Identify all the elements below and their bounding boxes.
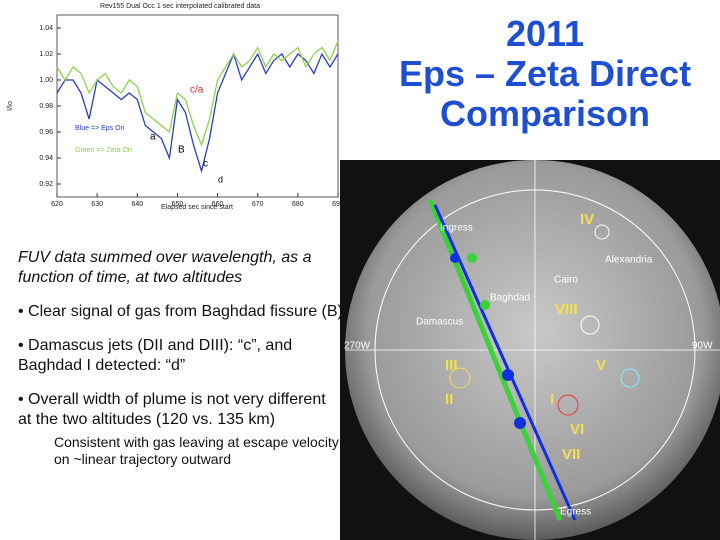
- map-label: 270W: [344, 341, 371, 352]
- map-label: 90W: [692, 341, 713, 352]
- note: Consistent with gas leaving at escape ve…: [54, 434, 339, 467]
- map-roman: VIII: [555, 301, 578, 318]
- map-label: Egress: [560, 507, 591, 518]
- map-label: Ingress: [440, 223, 473, 234]
- annotation: d: [218, 174, 223, 184]
- x-tick-label: 630: [91, 201, 103, 208]
- vent-marker: [594, 224, 610, 240]
- x-tick-label: 650: [172, 201, 184, 208]
- track-point: [514, 417, 526, 429]
- title-line: 2011: [505, 13, 585, 54]
- annotation: c/a: [190, 85, 204, 96]
- map-label: Alexandria: [605, 255, 653, 266]
- bullet: • Overall width of plume is not very dif…: [18, 391, 326, 428]
- enceladus-map: Ingress Egress Alexandria Cairo Baghdad …: [340, 160, 720, 540]
- map-label: Baghdad: [490, 293, 530, 304]
- bullet: • Clear signal of gas from Baghdad fissu…: [18, 303, 343, 320]
- y-tick-label: 0.92: [39, 181, 53, 188]
- map-roman: II: [445, 391, 453, 408]
- slide-title: 2011 Eps – Zeta Direct Comparison: [370, 14, 720, 134]
- legend-entry: Green => Zeta Ori: [75, 147, 132, 154]
- chart-title: Rev155 Dual Occ 1 sec interpolated calib…: [100, 3, 260, 10]
- title-line: Comparison: [439, 93, 651, 134]
- x-axis-label: Elapsed sec since start: [161, 204, 233, 211]
- zeta-track: [427, 199, 563, 521]
- y-tick-label: 0.96: [39, 129, 53, 136]
- x-tick-label: 660: [212, 201, 224, 208]
- map-roman: VII: [562, 446, 580, 463]
- y-tick-label: 0.94: [39, 155, 53, 162]
- series-line: [56, 52, 339, 174]
- track-point: [450, 253, 460, 263]
- map-roman: IV: [580, 211, 594, 228]
- track-point: [467, 253, 477, 263]
- series-line: [56, 40, 339, 147]
- vent-marker: [620, 368, 640, 388]
- map-roman: I: [550, 391, 554, 408]
- y-axis-label: I/Io: [7, 101, 14, 111]
- map-roman: VI: [570, 421, 584, 438]
- map-roman: III: [445, 357, 458, 374]
- x-tick-label: 690: [332, 201, 344, 208]
- y-tick-label: 0.98: [39, 103, 53, 110]
- annotation: a: [150, 132, 156, 143]
- bullet: • Damascus jets (DII and DIII): “c”, and…: [18, 337, 293, 374]
- track-point: [502, 369, 514, 381]
- inset-chart: Rev155 Dual Occ 1 sec interpolated calib…: [0, 0, 345, 212]
- x-tick-label: 680: [292, 201, 304, 208]
- x-tick-label: 670: [252, 201, 264, 208]
- annotation: B: [178, 145, 185, 156]
- x-tick-label: 640: [131, 201, 143, 208]
- map-roman: V: [596, 357, 606, 374]
- title-line: Eps – Zeta Direct: [398, 53, 692, 94]
- caption: FUV data summed over wavelength, as a fu…: [18, 249, 312, 286]
- vent-marker: [557, 394, 579, 416]
- text-block: FUV data summed over wavelength, as a fu…: [18, 248, 343, 482]
- vent-marker: [449, 367, 471, 389]
- track-point: [480, 300, 490, 310]
- map-label: Cairo: [554, 275, 578, 286]
- vent-marker: [580, 315, 600, 335]
- y-tick-label: 1.04: [39, 25, 53, 32]
- x-tick-label: 620: [51, 201, 63, 208]
- map-label: Damascus: [416, 317, 463, 328]
- annotation: c: [203, 159, 208, 170]
- y-tick-label: 1.00: [39, 77, 53, 84]
- y-tick-label: 1.02: [39, 51, 53, 58]
- legend-entry: Blue => Eps Ori: [75, 125, 125, 132]
